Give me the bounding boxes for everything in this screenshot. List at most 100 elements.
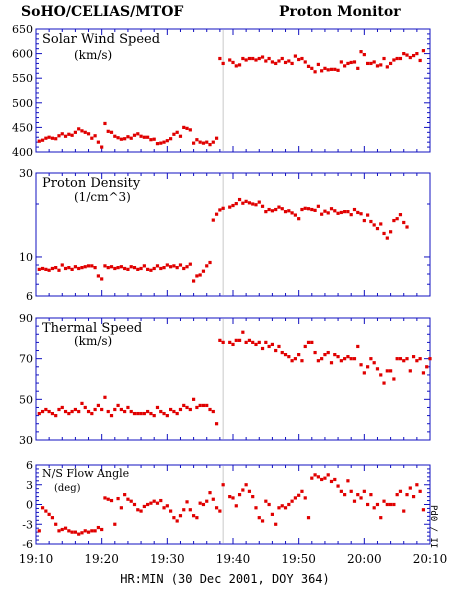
data-point-thermal [93, 407, 97, 412]
data-point-thermal [287, 355, 291, 359]
data-point-speed [214, 136, 219, 140]
data-point-speed [165, 139, 169, 143]
data-point-speed [63, 134, 68, 138]
data-point-density [172, 264, 176, 268]
data-point-density [356, 210, 360, 215]
data-point-thermal [395, 357, 399, 361]
data-point-density [182, 266, 186, 271]
data-point-ns_flow [152, 499, 156, 503]
data-point-thermal [178, 407, 183, 412]
data-point-thermal [274, 348, 278, 353]
data-point-speed [293, 54, 297, 58]
data-point-ns_flow [333, 477, 337, 482]
data-point-thermal [283, 353, 288, 357]
data-point-ns_flow [234, 504, 238, 508]
data-point-speed [421, 49, 426, 53]
data-point-thermal [428, 357, 432, 361]
data-point-thermal [162, 411, 166, 416]
data-point-thermal [165, 414, 169, 418]
data-point-thermal [234, 338, 238, 342]
data-point-ns_flow [362, 489, 366, 493]
data-point-density [100, 277, 104, 281]
data-point-density [106, 266, 110, 270]
data-point-thermal [63, 409, 68, 414]
data-point-density [366, 213, 370, 217]
data-point-density [205, 264, 209, 268]
data-point-thermal [411, 355, 416, 359]
data-point-ns_flow [86, 530, 91, 534]
y-tick-label-density-2: 6 [26, 290, 33, 303]
data-point-speed [132, 133, 137, 137]
data-point-density [306, 207, 311, 211]
data-point-density [234, 202, 238, 206]
data-point-thermal [392, 377, 396, 381]
data-point-speed [290, 61, 294, 66]
data-point-speed [221, 61, 225, 66]
data-point-ns_flow [254, 506, 258, 510]
data-point-speed [44, 136, 48, 140]
data-point-ns_flow [247, 489, 252, 493]
data-point-ns_flow [83, 529, 87, 533]
data-point-speed [142, 135, 146, 139]
data-point-ns_flow [228, 495, 232, 499]
data-point-density [73, 265, 77, 269]
data-point-thermal [343, 357, 347, 361]
data-point-speed [126, 135, 130, 139]
data-point-density [218, 208, 222, 212]
data-point-speed [188, 128, 192, 132]
data-point-speed [405, 53, 409, 57]
data-point-speed [336, 68, 340, 72]
data-point-density [116, 266, 120, 270]
data-point-speed [352, 60, 357, 64]
data-point-ns_flow [251, 495, 255, 499]
data-point-thermal [126, 405, 130, 410]
data-point-ns_flow [379, 516, 383, 520]
data-point-speed [139, 134, 143, 138]
data-point-ns_flow [336, 484, 340, 488]
data-point-speed [123, 137, 127, 141]
data-point-thermal [103, 395, 107, 399]
data-point-density [290, 211, 294, 215]
data-point-speed [231, 60, 235, 65]
y-tick-label-density-1: 10 [19, 251, 33, 264]
data-point-thermal [313, 350, 317, 355]
data-point-thermal [47, 409, 51, 414]
data-point-density [96, 274, 100, 278]
data-point-ns_flow [175, 519, 179, 523]
data-point-ns_flow [37, 529, 41, 533]
data-point-ns_flow [277, 506, 281, 510]
data-point-speed [264, 59, 268, 63]
data-point-density [149, 268, 153, 272]
data-point-density [175, 266, 179, 270]
data-point-ns_flow [392, 502, 396, 507]
data-point-ns_flow [231, 496, 235, 500]
data-point-thermal [80, 401, 84, 405]
data-point-thermal [60, 405, 64, 410]
data-point-ns_flow [142, 504, 146, 509]
data-point-thermal [260, 346, 265, 351]
data-point-thermal [326, 350, 330, 355]
data-point-density [77, 266, 81, 271]
data-point-density [113, 266, 117, 271]
data-point-ns_flow [155, 501, 160, 505]
data-point-speed [297, 57, 301, 62]
data-point-thermal [218, 338, 222, 342]
data-point-ns_flow [323, 476, 327, 480]
data-point-thermal [86, 409, 91, 414]
data-point-thermal [73, 407, 77, 412]
data-point-thermal [254, 342, 258, 347]
data-point-ns_flow [264, 499, 268, 503]
data-point-ns_flow [57, 529, 61, 533]
data-point-ns_flow [339, 489, 343, 493]
data-point-density [293, 213, 297, 217]
data-point-ns_flow [395, 493, 399, 497]
data-point-thermal [306, 340, 311, 344]
data-point-speed [418, 58, 422, 63]
data-point-density [126, 267, 130, 271]
data-point-density [228, 205, 232, 209]
data-point-density [201, 269, 206, 273]
data-point-thermal [267, 344, 271, 349]
data-point-density [254, 203, 258, 207]
data-point-thermal [116, 403, 120, 408]
data-point-thermal [247, 338, 252, 342]
